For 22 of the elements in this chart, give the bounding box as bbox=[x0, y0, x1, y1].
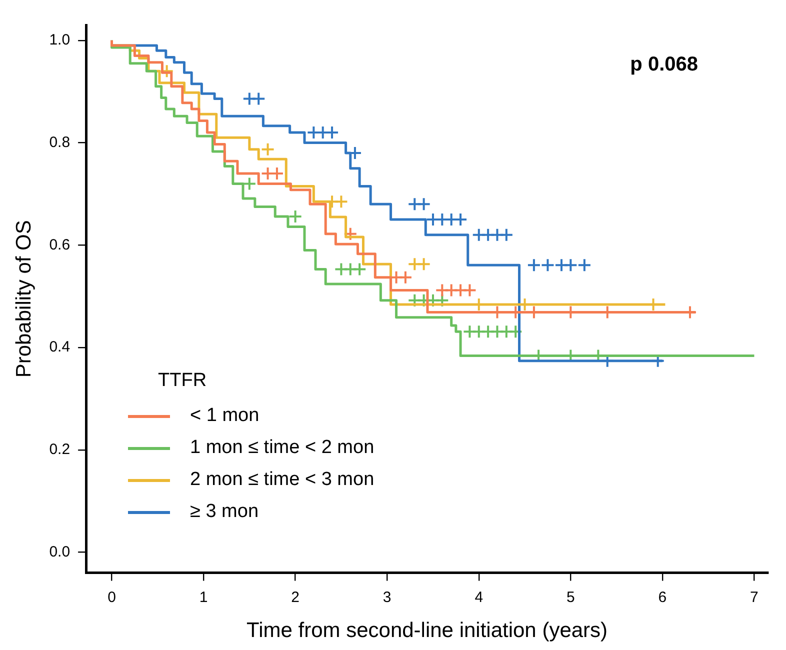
annotation: p 0.068 bbox=[630, 54, 698, 76]
legend-label: 2 mon ≤ time < 3 mon bbox=[190, 469, 374, 491]
x-tick-label: 2 bbox=[291, 588, 300, 606]
x-tick-label: 1 bbox=[199, 588, 208, 606]
legend-label: < 1 mon bbox=[190, 405, 260, 427]
x-tick-label: 5 bbox=[566, 588, 575, 606]
y-tick-label: 1.0 bbox=[49, 32, 70, 48]
x-tick-label: 0 bbox=[108, 588, 116, 606]
legend-title: TTFR bbox=[158, 370, 208, 392]
x-axis-title: Time from second-line initiation (years) bbox=[246, 619, 608, 642]
x-tick-label: 3 bbox=[382, 588, 392, 606]
x-tick-label: 6 bbox=[658, 588, 667, 606]
x-tick-label: 7 bbox=[750, 588, 758, 606]
y-tick-label: 0.2 bbox=[49, 441, 70, 458]
y-axis-title: Probability of OS bbox=[12, 220, 36, 378]
y-tick-label: 0.6 bbox=[49, 236, 70, 254]
y-tick-label: 0.8 bbox=[49, 134, 70, 151]
x-tick-label: 4 bbox=[474, 588, 484, 606]
legend-label: 1 mon ≤ time < 2 mon bbox=[190, 437, 374, 459]
legend-label: ≥ 3 mon bbox=[190, 501, 259, 523]
y-tick-label: 0.4 bbox=[49, 338, 70, 356]
y-tick-label: 0.0 bbox=[49, 543, 70, 560]
